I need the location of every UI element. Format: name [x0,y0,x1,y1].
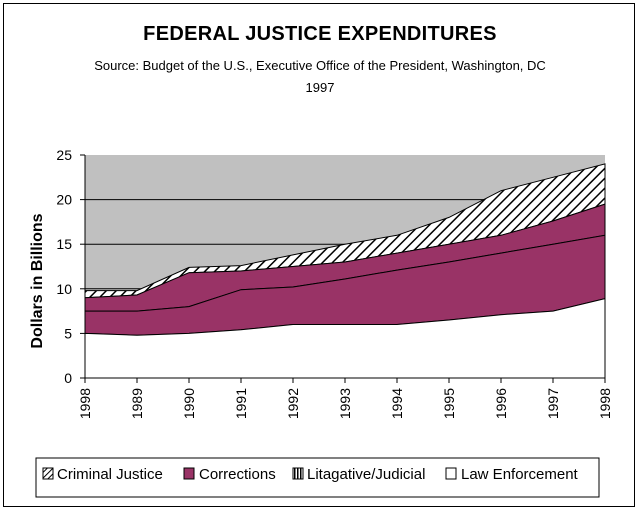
legend-swatch [445,467,457,480]
legend-label: Litagative/Judicial [307,466,425,483]
x-tick-label: 1998 [77,388,93,419]
x-tick-label: 1991 [233,388,249,419]
legend-swatch [292,467,304,480]
x-tick-label: 1996 [493,388,509,419]
chart-subtitle-year: 1997 [305,80,335,95]
chart-subtitle: Source: Budget of the U.S., Executive Of… [94,58,546,73]
legend-item-litagative-judicial: Litagative/Judicial [292,466,425,483]
x-tick-label: 1994 [389,388,405,419]
x-tick-label: 1997 [545,388,561,419]
legend-item-law-enforcement: Law Enforcement [445,466,579,483]
y-axis-label: Dollars in Billions [29,213,46,348]
y-tick-label: 5 [64,325,72,341]
legend-label: Criminal Justice [57,466,163,483]
y-tick-label: 20 [56,192,72,208]
legend-box [35,457,600,498]
y-tick-label: 10 [56,281,72,297]
x-tick-label: 1998 [597,388,613,419]
y-tick-label: 0 [64,370,72,386]
legend-label: Corrections [199,466,276,483]
legend-swatch [183,467,195,480]
legend-item-criminal-justice: Criminal Justice [42,466,163,483]
x-tick-label: 1990 [181,388,197,419]
x-tick-label: 1995 [441,388,457,419]
x-tick-label: 1992 [285,388,301,419]
legend-swatch [42,467,54,480]
y-tick-label: 25 [56,147,72,163]
x-tick-label: 1993 [337,388,353,419]
legend-item-corrections: Corrections [183,466,276,483]
legend-label: Law Enforcement [461,466,579,483]
y-tick-label: 15 [56,236,72,252]
x-tick-label: 1989 [129,388,145,419]
chart-title: FEDERAL JUSTICE EXPENDITURES [143,23,497,45]
